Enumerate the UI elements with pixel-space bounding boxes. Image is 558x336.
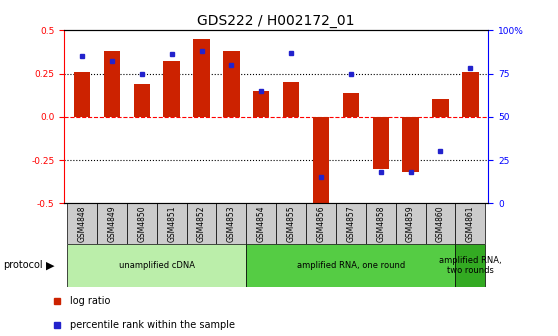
Text: GSM4849: GSM4849 xyxy=(108,205,117,242)
Text: GSM4856: GSM4856 xyxy=(316,205,325,242)
Text: GSM4855: GSM4855 xyxy=(287,205,296,242)
Text: GSM4852: GSM4852 xyxy=(197,205,206,242)
Bar xyxy=(74,72,90,117)
Bar xyxy=(157,203,186,244)
Text: GSM4861: GSM4861 xyxy=(466,205,475,242)
Bar xyxy=(396,203,426,244)
Bar xyxy=(217,203,246,244)
Bar xyxy=(67,244,246,287)
Text: unamplified cDNA: unamplified cDNA xyxy=(119,261,195,270)
Bar xyxy=(67,203,97,244)
Bar xyxy=(313,117,329,203)
Text: GSM4851: GSM4851 xyxy=(167,205,176,242)
Text: protocol: protocol xyxy=(3,260,42,270)
Text: GSM4848: GSM4848 xyxy=(78,205,86,242)
Bar xyxy=(426,203,455,244)
Text: GSM4850: GSM4850 xyxy=(137,205,146,242)
Text: log ratio: log ratio xyxy=(70,296,111,306)
Bar xyxy=(343,92,359,117)
Bar xyxy=(246,203,276,244)
Bar xyxy=(402,117,419,172)
Bar xyxy=(373,117,389,169)
Bar xyxy=(133,84,150,117)
Bar xyxy=(253,91,270,117)
Bar xyxy=(366,203,396,244)
Title: GDS222 / H002172_01: GDS222 / H002172_01 xyxy=(198,14,355,28)
Text: amplified RNA, one round: amplified RNA, one round xyxy=(297,261,405,270)
Bar xyxy=(193,39,210,117)
Text: percentile rank within the sample: percentile rank within the sample xyxy=(70,320,235,330)
Bar xyxy=(97,203,127,244)
Bar xyxy=(223,51,239,117)
Bar xyxy=(336,203,366,244)
Text: amplified RNA,
two rounds: amplified RNA, two rounds xyxy=(439,256,502,275)
Text: ▶: ▶ xyxy=(46,260,55,270)
Text: GSM4857: GSM4857 xyxy=(347,205,355,242)
Bar xyxy=(276,203,306,244)
Text: GSM4859: GSM4859 xyxy=(406,205,415,242)
Text: GSM4858: GSM4858 xyxy=(376,205,385,242)
Bar xyxy=(455,244,485,287)
Bar xyxy=(104,51,120,117)
Bar xyxy=(246,244,455,287)
Text: GSM4860: GSM4860 xyxy=(436,205,445,242)
Bar xyxy=(455,203,485,244)
Bar xyxy=(306,203,336,244)
Text: GSM4853: GSM4853 xyxy=(227,205,236,242)
Bar xyxy=(127,203,157,244)
Text: GSM4854: GSM4854 xyxy=(257,205,266,242)
Bar xyxy=(163,61,180,117)
Bar xyxy=(432,99,449,117)
Bar xyxy=(462,72,479,117)
Bar xyxy=(186,203,217,244)
Bar xyxy=(283,82,299,117)
